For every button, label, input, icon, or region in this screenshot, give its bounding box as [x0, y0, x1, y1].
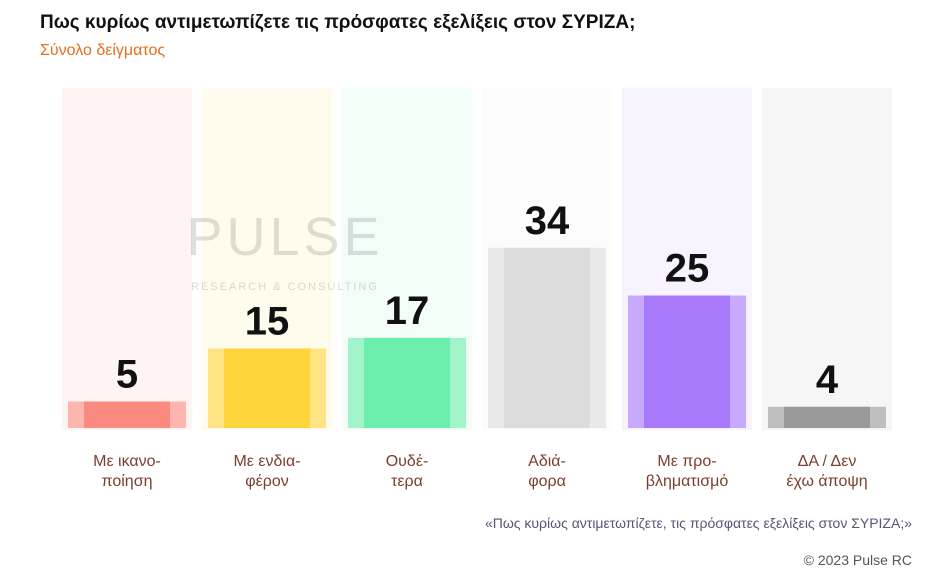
footnote: «Πως κυρίως αντιμετωπίζετε, τις πρόσφατε…	[484, 515, 912, 531]
bar-core	[644, 295, 730, 428]
bar-core	[504, 247, 590, 428]
chart-title: Πως κυρίως αντιμετωπίζετε τις πρόσφατες …	[40, 12, 636, 33]
bar-core	[364, 337, 450, 428]
chart-subtitle: Σύνολο δείγματος	[40, 42, 166, 59]
column-background	[62, 88, 192, 430]
x-tick-label: Ουδέ- τερα	[385, 453, 429, 490]
bar-core	[224, 348, 310, 428]
watermark-subtitle: RESEARCH & CONSULTING	[191, 281, 379, 293]
x-tick-label: Με ικανο- ποίηση	[93, 453, 161, 490]
x-tick-label: ΔΑ / Δεν έχω άποψη	[786, 453, 868, 490]
watermark-title: PULSE	[186, 207, 383, 267]
value-label: 25	[665, 247, 710, 291]
x-tick-label: Αδιά- φορα	[528, 453, 566, 490]
value-label: 34	[525, 199, 570, 243]
value-label: 5	[116, 353, 138, 397]
bar-core	[784, 406, 870, 428]
column-background	[762, 88, 892, 430]
x-tick-label: Με ενδια- φέρον	[233, 453, 301, 490]
value-label: 4	[816, 358, 839, 402]
copyright: © 2023 Pulse RC	[803, 552, 912, 568]
x-tick-label: Με προ- βληματισμό	[645, 453, 729, 490]
value-label: 15	[245, 300, 290, 344]
value-label: 17	[385, 289, 430, 333]
bar-core	[84, 401, 170, 428]
